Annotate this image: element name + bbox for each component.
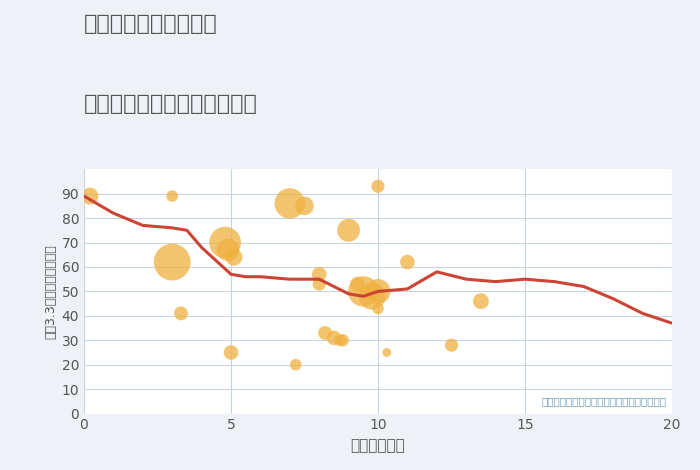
Point (290, 361, 301, 368)
Y-axis label: 坪（3.3㎡）単価（万円）: 坪（3.3㎡）単価（万円） (44, 244, 57, 339)
Point (167, 192, 178, 200)
Point (382, 349, 393, 356)
Point (228, 253, 239, 261)
Point (225, 349, 237, 356)
Text: 駅距離別中古マンション価格: 駅距離別中古マンション価格 (84, 94, 258, 114)
Point (220, 239, 231, 246)
Point (314, 271, 325, 278)
Point (84, 192, 95, 200)
Point (223, 246, 234, 254)
Point (337, 337, 349, 344)
Point (402, 258, 413, 266)
Point (352, 280, 363, 288)
Point (372, 182, 384, 190)
Point (328, 334, 339, 342)
Point (372, 305, 384, 312)
Point (343, 227, 354, 234)
Text: 奈良県橿原市木原町の: 奈良県橿原市木原町の (84, 14, 218, 34)
Point (319, 329, 330, 337)
Text: 円の大きさは、取引のあった物件面積を示す: 円の大きさは、取引のあった物件面積を示す (541, 396, 666, 406)
Point (475, 298, 486, 305)
Point (176, 310, 187, 317)
Point (358, 288, 369, 295)
Point (334, 337, 345, 344)
X-axis label: 駅距離（分）: 駅距離（分） (351, 438, 405, 453)
Point (167, 258, 178, 266)
Point (299, 202, 310, 210)
Point (367, 292, 378, 300)
Point (446, 341, 457, 349)
Point (314, 280, 325, 288)
Point (284, 200, 295, 207)
Point (372, 288, 384, 295)
